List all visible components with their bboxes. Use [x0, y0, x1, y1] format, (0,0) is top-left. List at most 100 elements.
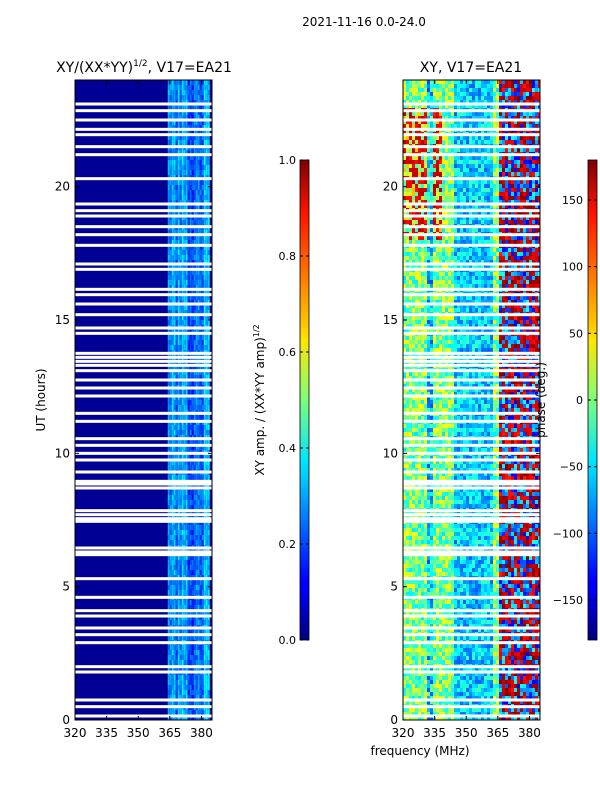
phase-cell: [418, 716, 421, 720]
amplitude-band-cell: [179, 320, 182, 325]
amplitude-band-cell: [199, 610, 202, 615]
amplitude-band-cell: [191, 675, 194, 680]
amplitude-band-cell: [181, 600, 184, 605]
amplitude-band-cell: [179, 475, 182, 480]
amplitude-band-cell: [187, 245, 190, 250]
amplitude-band-cell: [181, 465, 184, 470]
phase-cell: [424, 532, 427, 536]
phase-cell: [412, 300, 415, 304]
phase-cell: [406, 124, 409, 128]
phase-cell: [409, 300, 412, 304]
amplitude-band-cell: [167, 620, 170, 625]
phase-cell: [433, 136, 436, 140]
amplitude-band-cell: [175, 390, 178, 395]
amplitude-band-cell: [207, 650, 210, 655]
amplitude-band-cell: [175, 685, 178, 690]
amplitude-band-cell: [201, 500, 204, 505]
amplitude-band-cell: [199, 310, 202, 315]
amplitude-band-cell: [203, 170, 206, 175]
amplitude-band-cell: [167, 695, 170, 700]
phase-cell: [406, 628, 409, 632]
amplitude-band-cell: [199, 150, 202, 155]
amplitude-band-cell: [201, 180, 204, 185]
amplitude-band-cell: [171, 165, 174, 170]
amplitude-band-cell: [193, 380, 196, 385]
amplitude-band-cell: [185, 285, 188, 290]
phase-cell: [436, 192, 439, 196]
amplitude-band-cell: [183, 455, 186, 460]
phase-cell: [436, 384, 439, 388]
phase-cell: [427, 592, 430, 596]
phase-cell: [424, 448, 427, 452]
amplitude-band-cell: [167, 220, 170, 225]
phase-cell: [403, 408, 406, 412]
phase-cell: [424, 340, 427, 344]
phase-cell: [421, 536, 424, 540]
phase-cell: [418, 628, 421, 632]
amplitude-band-cell: [195, 235, 198, 240]
phase-cell: [424, 408, 427, 412]
amplitude-band-cell: [197, 120, 200, 125]
phase-cell: [439, 544, 442, 548]
amplitude-band-cell: [197, 80, 200, 85]
phase-cell: [427, 428, 430, 432]
phase-cell: [415, 388, 418, 392]
phase-cell: [415, 544, 418, 548]
amplitude-band-cell: [187, 220, 190, 225]
phase-cell: [439, 216, 442, 220]
phase-cell: [424, 320, 427, 324]
phase-cell: [424, 708, 427, 712]
phase-cell: [406, 300, 409, 304]
amplitude-band-cell: [169, 140, 172, 145]
amplitude-band-cell: [185, 185, 188, 190]
amplitude-band-cell: [205, 270, 208, 275]
phase-cell: [430, 260, 433, 264]
amplitude-band-cell: [175, 340, 178, 345]
amplitude-band-cell: [197, 565, 200, 570]
amplitude-band-cell: [177, 540, 180, 545]
amplitude-band-cell: [169, 205, 172, 210]
phase-cell: [430, 484, 433, 488]
amplitude-band-cell: [203, 125, 206, 130]
phase-cell: [430, 248, 433, 252]
phase-cell: [412, 668, 415, 672]
amplitude-band-cell: [195, 710, 198, 715]
amplitude-band-cell: [207, 380, 210, 385]
phase-cell: [403, 340, 406, 344]
phase-cell: [442, 376, 445, 380]
phase-cell: [421, 80, 424, 84]
phase-cell: [421, 556, 424, 560]
amplitude-x-tick-label: 365: [158, 726, 181, 740]
phase-cell: [430, 564, 433, 568]
phase-cell: [403, 396, 406, 400]
amplitude-band-cell: [187, 455, 190, 460]
phase-cell: [424, 548, 427, 552]
amplitude-band-cell: [199, 195, 202, 200]
phase-cell: [415, 396, 418, 400]
amplitude-flagged-row: [75, 509, 212, 513]
amplitude-band-cell: [171, 555, 174, 560]
amplitude-band-cell: [185, 380, 188, 385]
phase-cell: [424, 116, 427, 120]
amplitude-band-cell: [183, 500, 186, 505]
amplitude-band-cell: [171, 255, 174, 260]
phase-cell: [421, 472, 424, 476]
amplitude-band-cell: [179, 230, 182, 235]
amplitude-band-cell: [175, 110, 178, 115]
phase-cell: [409, 284, 412, 288]
phase-cell: [442, 340, 445, 344]
phase-cell: [421, 380, 424, 384]
phase-cell: [406, 548, 409, 552]
amplitude-band-cell: [173, 460, 176, 465]
phase-cell: [433, 204, 436, 208]
amplitude-band-cell: [207, 500, 210, 505]
amplitude-band-cell: [203, 120, 206, 125]
phase-cell: [412, 120, 415, 124]
amplitude-band-cell: [203, 580, 206, 585]
amplitude-band-cell: [207, 335, 210, 340]
phase-cell: [421, 684, 424, 688]
phase-cell: [406, 388, 409, 392]
phase-cell: [439, 504, 442, 508]
amplitude-band-cell: [167, 490, 170, 495]
amplitude-band-cell: [185, 500, 188, 505]
